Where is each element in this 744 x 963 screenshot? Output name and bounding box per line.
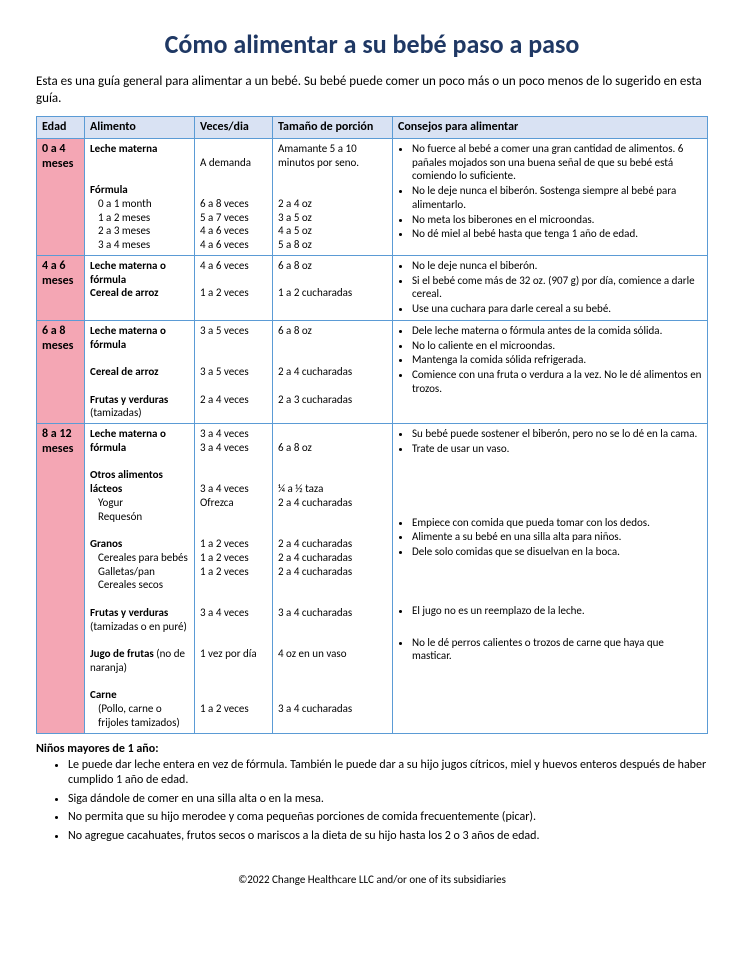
page-title: Cómo alimentar a su bebé paso a paso <box>36 28 708 60</box>
col-age: Edad <box>37 116 85 138</box>
table-row: 8 a 12 mesesLeche materna o fórmula Otro… <box>37 424 708 734</box>
cell-food: Leche materna o fórmula Otros alimentos … <box>85 424 195 734</box>
cell-size: 6 a 8 oz 1 a 2 cucharadas <box>273 255 393 320</box>
cell-food: Leche materna o fórmula Cereal de arroz … <box>85 320 195 423</box>
cell-age: 6 a 8 meses <box>37 320 85 423</box>
after-list-item: Siga dándole de comer en una silla alta … <box>68 792 708 808</box>
table-header-row: Edad Alimento Veces/dia Tamaño de porció… <box>37 116 708 138</box>
after-list-item: Le puede dar leche entera en vez de fórm… <box>68 758 708 789</box>
feeding-table: Edad Alimento Veces/dia Tamaño de porció… <box>36 116 708 734</box>
cell-age: 8 a 12 meses <box>37 424 85 734</box>
col-tips: Consejos para alimentar <box>393 116 708 138</box>
cell-times: 3 a 4 veces3 a 4 veces 3 a 4 vecesOfrezc… <box>195 424 273 734</box>
intro-text: Esta es una guía general para alimentar … <box>36 74 708 108</box>
cell-age: 0 a 4 meses <box>37 138 85 255</box>
table-row: 6 a 8 mesesLeche materna o fórmula Cerea… <box>37 320 708 423</box>
cell-food: Leche materna o fórmulaCereal de arroz <box>85 255 195 320</box>
cell-tips: No le deje nunca el biberón.Si el bebé c… <box>393 255 708 320</box>
cell-food: Leche materna Fórmula0 a 1 month1 a 2 me… <box>85 138 195 255</box>
cell-times: 3 a 5 veces 3 a 5 veces 2 a 4 veces <box>195 320 273 423</box>
col-times: Veces/dia <box>195 116 273 138</box>
copyright: ©2022 Change Healthcare LLC and/or one o… <box>36 873 708 886</box>
after-heading: Niños mayores de 1 año: <box>36 742 708 756</box>
cell-tips: Su bebé puede sostener el biberón, pero … <box>393 424 708 734</box>
table-row: 4 a 6 mesesLeche materna o fórmulaCereal… <box>37 255 708 320</box>
col-size: Tamaño de porción <box>273 116 393 138</box>
cell-age: 4 a 6 meses <box>37 255 85 320</box>
cell-size: 6 a 8 oz ¼ a ½ taza2 a 4 cucharadas 2 a … <box>273 424 393 734</box>
after-list: Le puede dar leche entera en vez de fórm… <box>36 758 708 845</box>
col-food: Alimento <box>85 116 195 138</box>
cell-times: A demanda 6 a 8 veces5 a 7 veces4 a 6 ve… <box>195 138 273 255</box>
after-list-item: No permita que su hijo merodee y coma pe… <box>68 810 708 826</box>
cell-size: 6 a 8 oz 2 a 4 cucharadas 2 a 3 cucharad… <box>273 320 393 423</box>
after-list-item: No agregue cacahuates, frutos secos o ma… <box>68 829 708 845</box>
cell-tips: Dele leche materna o fórmula antes de la… <box>393 320 708 423</box>
cell-times: 4 a 6 veces 1 a 2 veces <box>195 255 273 320</box>
cell-size: Amamante 5 a 10 minutos por seno. 2 a 4 … <box>273 138 393 255</box>
cell-tips: No fuerce al bebé a comer una gran canti… <box>393 138 708 255</box>
table-row: 0 a 4 mesesLeche materna Fórmula0 a 1 mo… <box>37 138 708 255</box>
